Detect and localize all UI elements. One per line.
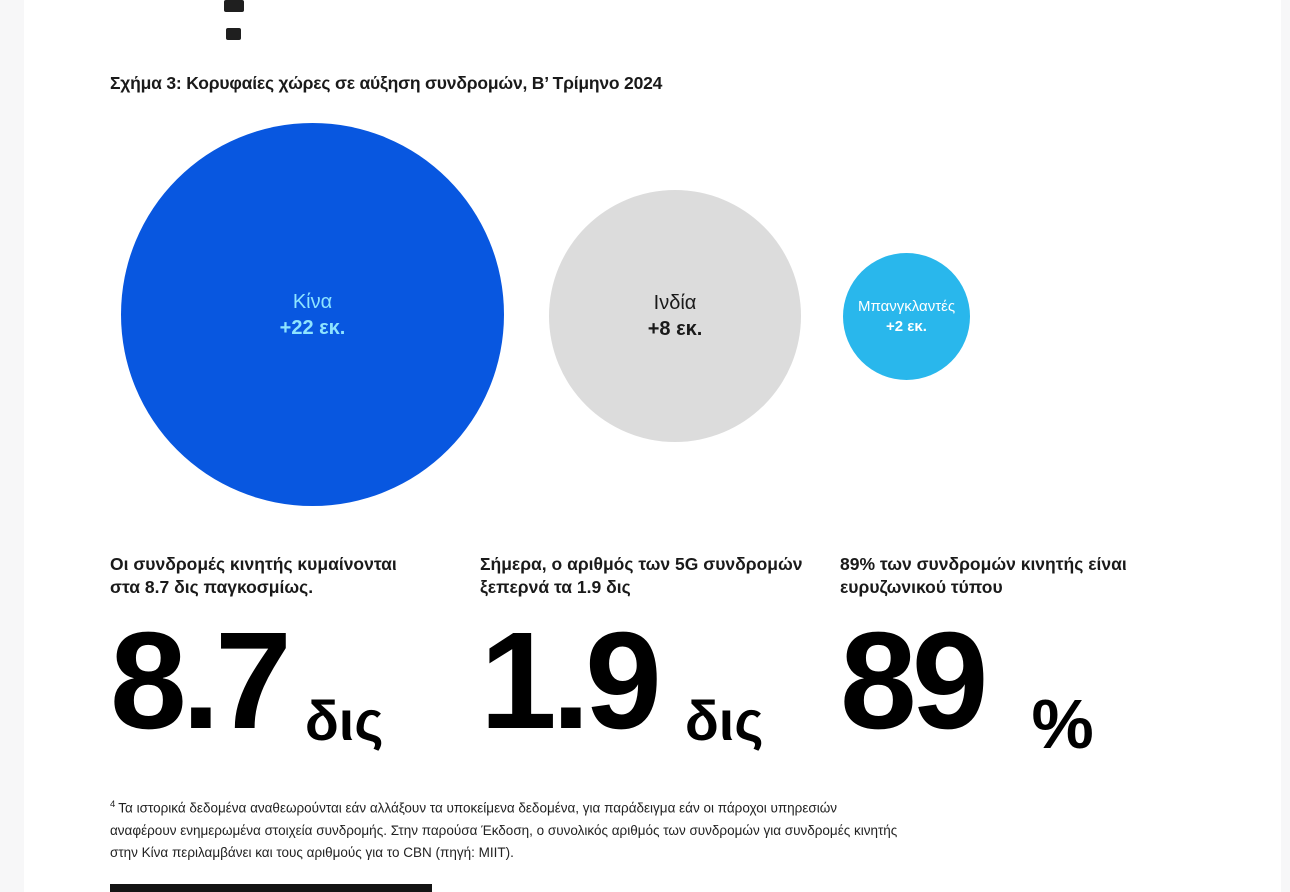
footnote-marker: 4 (110, 799, 116, 810)
bubble-china-label: Κίνα (292, 290, 333, 313)
bubble-india-label: Ινδία (653, 292, 697, 314)
bubble-bangladesh: Μπανγκλαντές +2 εκ. (843, 253, 970, 380)
stat-description-line: Σήμερα, ο αριθμός των 5G συνδρομών (480, 554, 803, 574)
stat-value-row: 8.7 δις (110, 604, 397, 758)
cropped-content-bar-bottom (110, 884, 432, 892)
stat-description-line: Οι συνδρομές κινητής κυμαίνονται (110, 554, 397, 574)
stat-column-broadband-share: 89% των συνδρομών κινητής είναι ευρυζωνι… (840, 553, 1127, 763)
bubble-china: Κίνα +22 εκ. (121, 123, 504, 506)
stat-description: Οι συνδρομές κινητής κυμαίνονται στα 8.7… (110, 553, 397, 599)
stat-value-row: 89 % (840, 604, 1127, 763)
footnote: 4 Τα ιστορικά δεδομένα αναθεωρούνται εάν … (110, 794, 897, 864)
cropped-content-mark-top-2 (226, 28, 241, 40)
bubble-bangladesh-label: Μπανγκλαντές (857, 297, 956, 315)
bubble-bangladesh-value: +2 εκ. (886, 317, 927, 335)
bubble-india: Ινδία +8 εκ. (549, 190, 801, 442)
stat-description-line: ξεπερνά τα 1.9 δις (480, 577, 631, 597)
footnote-line: 4 Τα ιστορικά δεδομένα αναθεωρούνται εάν … (110, 794, 897, 820)
bubble-china-value: +22 εκ. (279, 316, 346, 339)
stat-unit: % (1031, 685, 1094, 763)
stat-value: 1.9 (480, 604, 662, 758)
stat-unit: δις (684, 689, 764, 752)
stat-unit: δις (304, 689, 384, 752)
viewer-right-gutter (1281, 0, 1290, 892)
figure-title: Σχήμα 3: Κορυφαίες χώρες σε αύξηση συνδρ… (110, 73, 663, 93)
bubble-india-value: +8 εκ. (647, 318, 703, 340)
viewer-left-gutter (0, 0, 24, 892)
stat-column-mobile-subscriptions: Οι συνδρομές κινητής κυμαίνονται στα 8.7… (110, 553, 397, 758)
footnote-text: Τα ιστορικά δεδομένα αναθεωρούνται εάν α… (118, 800, 837, 816)
stat-description: 89% των συνδρομών κινητής είναι ευρυζωνι… (840, 553, 1127, 599)
footnote-line: στην Κίνα περιλαμβάνει και τους αριθμούς… (110, 844, 514, 860)
cropped-content-mark-top (224, 0, 244, 12)
stat-description: Σήμερα, ο αριθμός των 5G συνδρομών ξεπερ… (480, 553, 802, 599)
stat-description-line: 89% των συνδρομών κινητής είναι (840, 554, 1127, 574)
stat-description-line: στα 8.7 δις παγκοσμίως. (110, 577, 314, 597)
stat-column-5g-subscriptions: Σήμερα, ο αριθμός των 5G συνδρομών ξεπερ… (480, 553, 802, 758)
stat-value: 8.7 (110, 604, 292, 758)
stat-description-line: ευρυζωνικού τύπου (840, 577, 1003, 597)
stat-value-row: 1.9 δις (480, 604, 802, 758)
footnote-line: αναφέρουν ενημερωμένα στοιχεία συνδρομής… (110, 822, 898, 838)
stat-value: 89 (840, 604, 988, 758)
